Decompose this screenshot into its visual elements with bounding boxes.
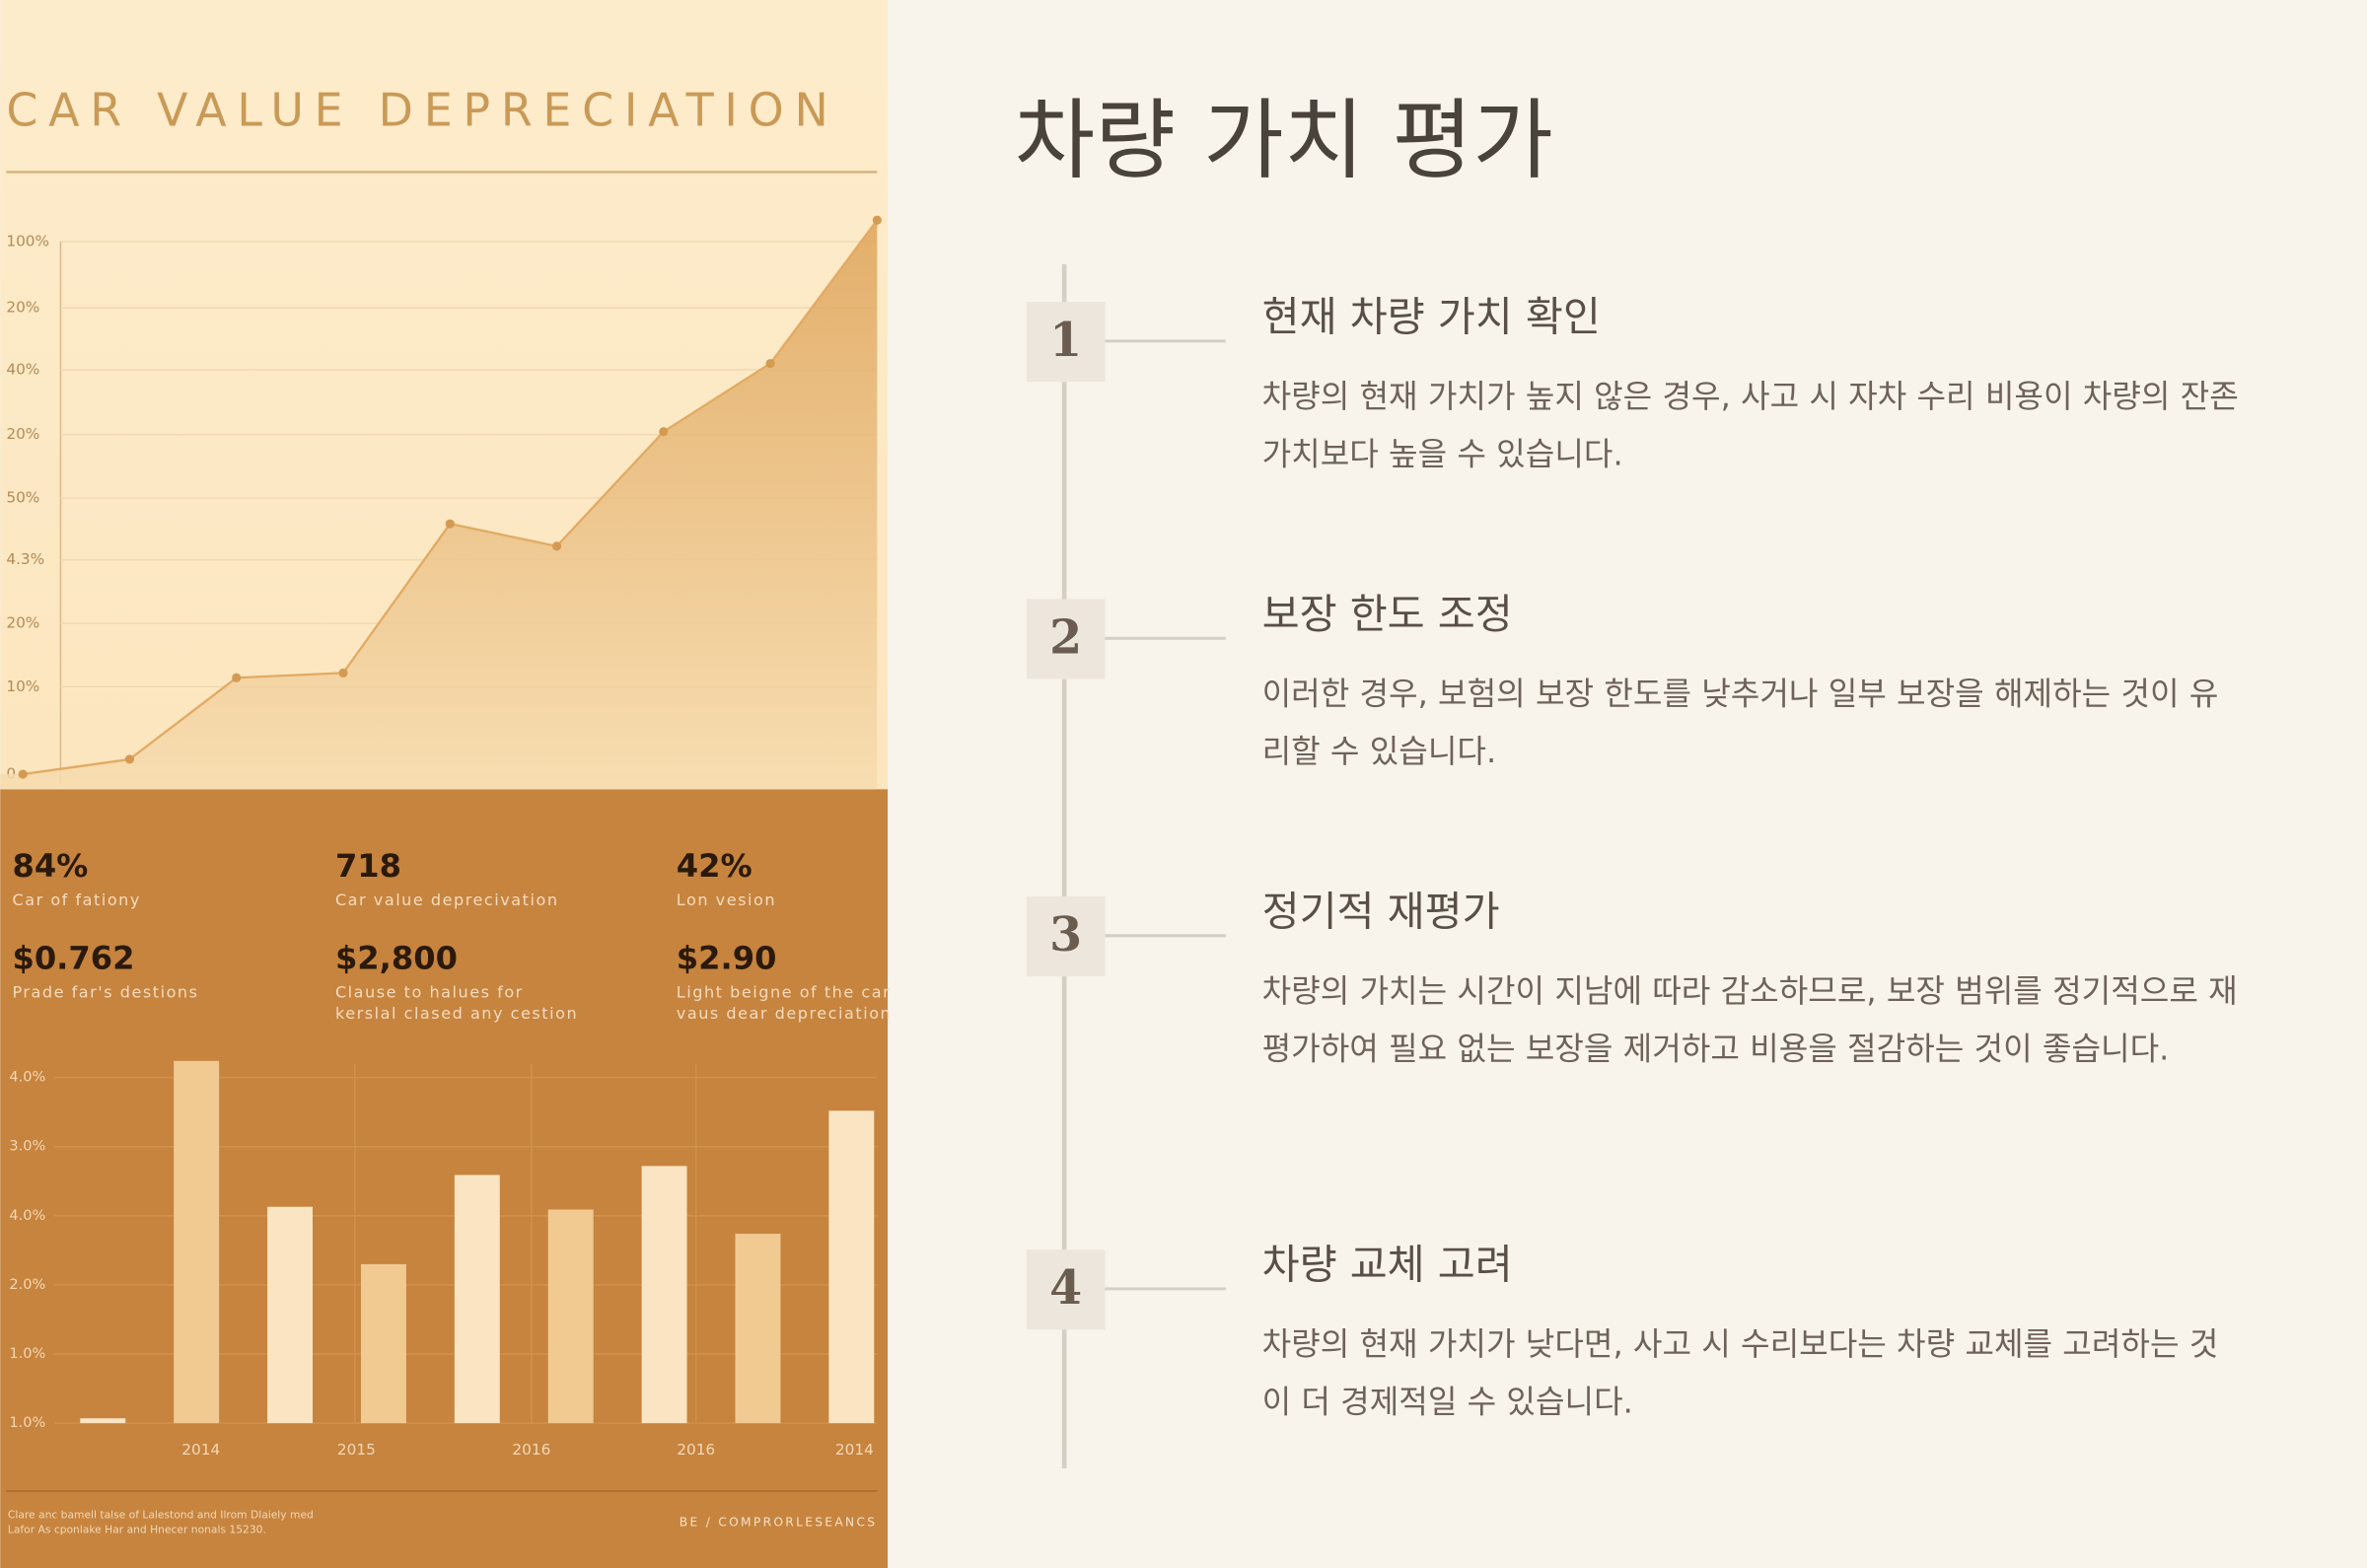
step-body-box: 이러한 경우, 보험의 보장 한도를 낮추거나 일부 보장을 해제하는 것이 유… [1261,676,2219,769]
x-tick-label: 2016 [677,1441,715,1459]
y-tick-label: 10% [6,677,39,695]
step-heading: 차량 교체 고려 [1262,1241,1513,1288]
step-body-box: 차량의 현재 가치가 높지 않은 경우, 사고 시 자차 수리 비용이 차량의 … [1261,379,2239,472]
step-box [1026,1249,1106,1330]
area-point [232,673,242,682]
area [0,220,878,790]
step-box [1026,896,1106,977]
stat-value: 84% [12,847,88,885]
step-box [1026,302,1106,383]
x-tick-label: 2016 [512,1441,550,1459]
area-point [659,427,669,437]
slide-title: 차량 가치 평가 [1015,90,1553,191]
step-body: 차량의 가치는 시간이 지남에 따라 감소하므로, 보장 범위를 정기적으로 재… [1261,973,2238,1067]
y-tick-label: 20% [6,425,39,443]
step-body-box: 차량의 현재 가치가 낮다면, 사고 시 수리보다는 차량 교체를 고려하는 것… [1261,1326,2219,1420]
area-point [445,519,455,529]
bar [174,1060,220,1424]
x-tick-label: 2014 [835,1441,874,1459]
y-tick-label: 4.0% [9,1208,45,1224]
y-tick-label: 40% [6,360,39,378]
step-number: 1 [1049,313,1082,368]
step-body: 이러한 경우, 보험의 보장 한도를 낮추거나 일부 보장을 해제하는 것이 유… [1261,676,2219,769]
y-tick-label: 50% [6,489,39,507]
illustration-title: CAR VALUE DEPRECIATION [6,83,838,136]
y-tick-label: 100% [6,232,49,249]
step-body: 차량의 현재 가치가 높지 않은 경우, 사고 시 자차 수리 비용이 차량의 … [1261,379,2239,472]
footer-brand: BE / COMPRORLESEANCS [680,1516,878,1530]
step-heading: 정기적 재평가 [1262,888,1500,935]
stat-label: Prade far's destions [12,982,198,1001]
area-point [18,769,28,779]
y-tick-label: 20% [6,614,39,632]
footer-note: Lafor As cponlake Har and Hnecer nonals … [8,1524,266,1536]
y-tick-label: 3.0% [9,1139,45,1155]
stat-value: $2.90 [677,939,777,976]
step-body: 차량의 현재 가치가 낮다면, 사고 시 수리보다는 차량 교체를 고려하는 것… [1261,1326,2219,1420]
illustration-bottom [0,789,889,1568]
stat-label: Car of fationy [12,891,140,909]
stat-value: $0.762 [12,939,134,976]
stat-label: Clause to halues for [335,982,524,1001]
step-number: 4 [1049,1260,1082,1316]
step-body-box: 차량의 가치는 시간이 지남에 따라 감소하므로, 보장 범위를 정기적으로 재… [1261,973,2238,1067]
stat-label: vaus dear depreciation [677,1004,892,1023]
y-tick-label: 0 [6,765,16,783]
step-box [1026,599,1106,679]
y-tick-label: 4.0% [9,1070,45,1086]
y-tick-label: 1.0% [9,1415,45,1431]
y-tick-label: 20% [6,299,39,317]
y-tick-label: 4.3% [6,550,44,568]
stat-value: 718 [335,847,401,885]
step-number: 3 [1049,907,1082,962]
area-point [124,754,135,764]
x-tick-label: 2014 [181,1441,220,1459]
area-point [765,358,775,369]
bar [547,1209,594,1424]
step-heading: 현재 차량 가치 확인 [1262,293,1601,340]
footer-note: Clare anc bamell talse of Lalestond and … [8,1508,314,1521]
area-point [338,668,348,678]
stat-value: 42% [677,847,753,885]
area-point [551,541,562,551]
bar [267,1206,314,1424]
y-tick-label: 1.0% [9,1346,45,1362]
stat-label: kerslal clased any cestion [335,1004,578,1023]
stat-label: Car value deprecivation [335,891,559,909]
area-point [872,215,882,225]
bar [454,1175,500,1424]
x-tick-label: 2015 [337,1441,376,1459]
stat-label: Lon vesion [677,891,776,909]
step-heading: 보장 한도 조정 [1262,591,1513,638]
bar [641,1166,687,1424]
step-number: 2 [1049,609,1082,665]
stat-label: Light beigne of the car [677,982,891,1001]
y-tick-label: 2.0% [9,1277,45,1293]
bar [735,1234,781,1424]
bar [80,1418,126,1424]
bar [360,1263,406,1424]
stat-value: $2,800 [335,939,458,976]
bar [828,1110,875,1424]
